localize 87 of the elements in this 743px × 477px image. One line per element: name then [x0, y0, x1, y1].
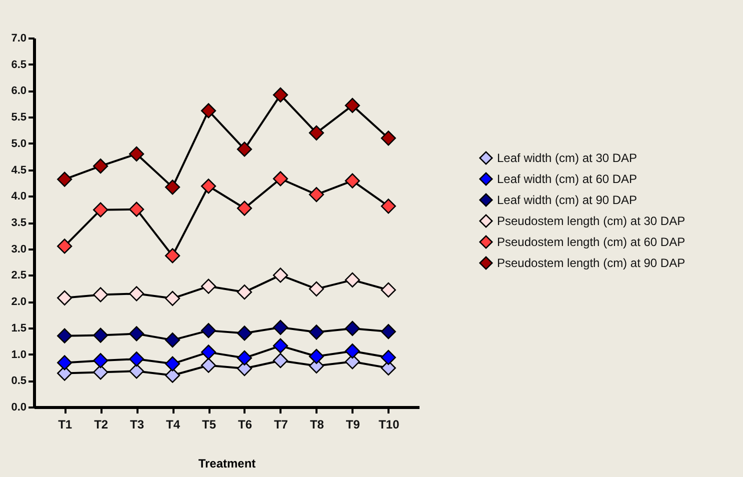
x-tick-label: T3: [130, 418, 144, 432]
y-tick-label: 5.5: [11, 112, 26, 124]
point: [272, 268, 288, 283]
point: [308, 187, 324, 202]
point: [308, 281, 324, 296]
point: [93, 353, 108, 368]
point: [236, 284, 252, 300]
point: [129, 364, 144, 379]
point: [272, 320, 288, 335]
x-tick-label: T6: [238, 418, 252, 432]
y-tick-label: 6.5: [11, 58, 26, 71]
legend-label: Leaf width (cm) at 60 DAP: [497, 172, 638, 186]
x-tick-label: T1: [58, 418, 72, 432]
point: [344, 320, 360, 336]
point: [308, 348, 324, 364]
point: [164, 368, 180, 383]
point: [129, 326, 144, 342]
point: [129, 146, 144, 162]
legend-label: Pseudostem length (cm) at 30 DAP: [497, 214, 686, 228]
point: [272, 87, 288, 102]
point: [57, 328, 72, 344]
legend-label: Leaf width (cm) at 90 DAP: [497, 193, 638, 207]
x-tick-label: T10: [378, 418, 400, 432]
y-tick-label: 7.0: [11, 32, 26, 44]
point: [164, 356, 180, 372]
legend-label: Pseudostem length (cm) at 90 DAP: [497, 256, 686, 270]
point: [200, 344, 216, 360]
x-tick-label: T8: [310, 418, 324, 432]
point: [93, 328, 108, 343]
point: [93, 364, 108, 380]
point: [308, 324, 324, 340]
point: [200, 103, 216, 118]
point: [57, 172, 72, 187]
point: [57, 290, 72, 306]
x-tick-label: T2: [94, 418, 108, 432]
point: [93, 158, 108, 174]
point: [164, 180, 180, 195]
point: [344, 173, 360, 188]
legend-label: Leaf width (cm) at 30 DAP: [497, 151, 638, 165]
y-tick-label: 1.0: [11, 348, 26, 361]
x-tick-label: T4: [166, 418, 180, 432]
point: [308, 125, 324, 140]
y-tick-label: 2.0: [11, 296, 26, 308]
point: [200, 178, 216, 194]
y-tick-label: 0.5: [11, 375, 26, 388]
point: [200, 323, 216, 338]
point: [236, 326, 252, 341]
point: [272, 338, 288, 354]
point: [236, 142, 252, 157]
point: [57, 355, 72, 370]
y-tick-label: 2.5: [11, 270, 26, 282]
x-tick-label: T7: [274, 418, 288, 432]
y-tick-label: 4.0: [11, 190, 26, 203]
legend-label: Pseudostem length (cm) at 60 DAP: [497, 235, 686, 249]
x-tick-label: T9: [346, 418, 360, 432]
point: [236, 200, 252, 216]
point: [380, 350, 396, 365]
point: [164, 332, 180, 348]
point: [93, 287, 108, 302]
point: [236, 350, 252, 366]
y-tick-label: 6.0: [11, 85, 26, 98]
point: [344, 272, 360, 288]
y-tick-label: 4.5: [11, 164, 26, 176]
y-tick-label: 3.0: [11, 243, 26, 256]
point: [272, 353, 288, 368]
point: [164, 248, 180, 264]
point: [129, 202, 144, 217]
x-tick-label: T5: [202, 418, 216, 432]
point: [93, 202, 108, 218]
point: [272, 171, 288, 186]
y-tick-label: 3.5: [11, 217, 26, 229]
point: [344, 98, 360, 114]
point: [344, 344, 360, 359]
point: [129, 286, 144, 302]
point: [57, 238, 72, 254]
x-axis-title: Treatment: [198, 456, 256, 470]
point: [200, 278, 216, 294]
y-tick-label: 0.0: [11, 402, 26, 414]
point: [380, 282, 396, 298]
point: [164, 290, 180, 306]
point: [200, 358, 216, 373]
point: [380, 324, 396, 340]
y-tick-label: 5.0: [11, 138, 26, 150]
point: [380, 130, 396, 146]
point: [380, 198, 396, 214]
y-tick-label: 1.5: [11, 322, 26, 334]
point: [129, 351, 144, 367]
